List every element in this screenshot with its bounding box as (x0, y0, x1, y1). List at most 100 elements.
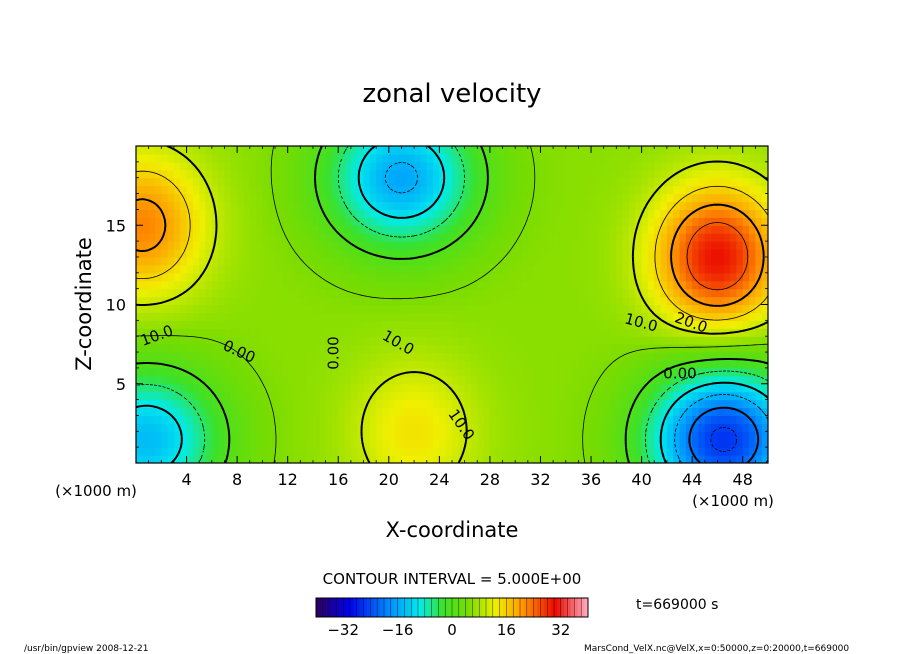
field-cell (426, 304, 434, 314)
field-cell (730, 407, 737, 417)
field-cell (458, 439, 466, 448)
field-cell (350, 383, 358, 393)
field-cell (742, 312, 750, 321)
field-cell (426, 296, 434, 306)
field-cell (610, 415, 617, 424)
field-cell (148, 169, 156, 179)
field-cell (540, 233, 548, 242)
field-cell (199, 359, 207, 369)
field-cell (641, 288, 649, 298)
field-cell (559, 312, 567, 321)
field-cell (199, 447, 207, 456)
field-cell (294, 407, 301, 417)
field-cell (407, 193, 415, 203)
field-cell (749, 153, 756, 163)
field-cell (319, 161, 327, 171)
field-cell (319, 352, 327, 361)
field-cell (136, 185, 143, 195)
field-cell (205, 296, 213, 306)
field-cell (344, 161, 352, 171)
field-cell (584, 209, 592, 218)
field-cell (142, 146, 150, 155)
field-cell (698, 217, 706, 226)
field-cell (597, 312, 605, 321)
field-cell (148, 399, 156, 409)
field-cell (597, 455, 605, 463)
field-cell (755, 296, 763, 306)
field-cell (647, 367, 655, 377)
field-cell (698, 272, 706, 282)
field-cell (445, 359, 453, 369)
field-cell (666, 304, 674, 314)
field-cell (325, 272, 333, 282)
field-cell (439, 146, 447, 155)
field-cell (553, 391, 561, 401)
field-cell (249, 280, 257, 290)
field-cell (508, 352, 516, 361)
field-cell (312, 272, 320, 282)
field-cell (180, 272, 188, 282)
field-cell (502, 217, 510, 226)
colorbar-swatch (475, 598, 480, 617)
field-cell (673, 415, 681, 424)
field-cell (540, 312, 548, 321)
field-cell (357, 352, 365, 361)
field-cell (692, 217, 700, 226)
field-cell (218, 193, 226, 203)
field-cell (407, 383, 415, 393)
field-cell (237, 383, 245, 393)
field-cell (578, 193, 586, 203)
field-cell (325, 233, 333, 242)
field-cell (730, 288, 737, 298)
field-cell (401, 383, 409, 393)
field-cell (300, 431, 308, 440)
x-tick-label: 12 (278, 470, 298, 489)
field-cell (306, 399, 314, 409)
field-cell (439, 336, 447, 345)
field-cell (647, 296, 655, 306)
field-cell (407, 296, 415, 306)
field-cell (205, 169, 213, 179)
field-cell (142, 320, 150, 329)
field-cell (205, 391, 213, 401)
field-cell (173, 367, 181, 377)
field-cell (679, 320, 687, 329)
field-cell (325, 328, 333, 337)
field-cell (458, 193, 466, 203)
field-cell (483, 217, 491, 226)
field-cell (666, 185, 674, 195)
field-cell (673, 320, 681, 329)
field-cell (445, 185, 453, 195)
field-cell (395, 169, 403, 179)
field-cell (578, 431, 586, 440)
field-cell (256, 241, 263, 250)
field-cell (376, 391, 384, 401)
field-cell (433, 153, 440, 163)
field-cell (540, 352, 548, 361)
field-cell (414, 344, 421, 353)
field-cell (142, 383, 150, 393)
field-cell (268, 336, 276, 345)
field-cell (148, 185, 156, 195)
field-cell (249, 177, 257, 187)
field-cell (142, 233, 150, 242)
field-cell (679, 153, 687, 163)
field-cell (458, 296, 466, 306)
field-cell (736, 264, 744, 274)
field-cell (578, 407, 586, 417)
field-cell (445, 153, 453, 163)
field-cell (420, 264, 428, 274)
field-cell (666, 225, 674, 234)
field-cell (527, 407, 535, 417)
field-cell (502, 383, 510, 393)
field-cell (420, 328, 428, 337)
field-cell (458, 312, 466, 321)
field-cell (578, 399, 586, 409)
field-cell (730, 217, 737, 226)
field-cell (148, 407, 156, 417)
field-cell (761, 447, 768, 456)
field-cell (470, 209, 478, 218)
field-cell (414, 304, 421, 314)
field-cell (673, 288, 681, 298)
field-cell (256, 209, 263, 218)
